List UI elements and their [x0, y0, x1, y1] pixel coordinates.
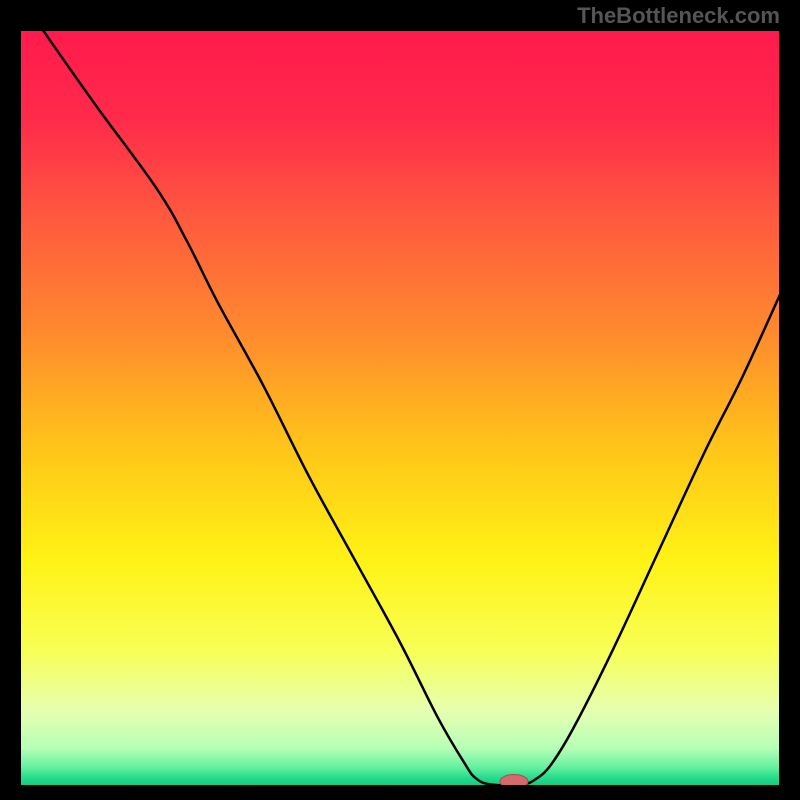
gradient-panel	[20, 30, 780, 786]
chart-svg	[0, 0, 800, 800]
chart-root: TheBottleneck.com	[0, 0, 800, 800]
watermark-text: TheBottleneck.com	[577, 3, 780, 29]
